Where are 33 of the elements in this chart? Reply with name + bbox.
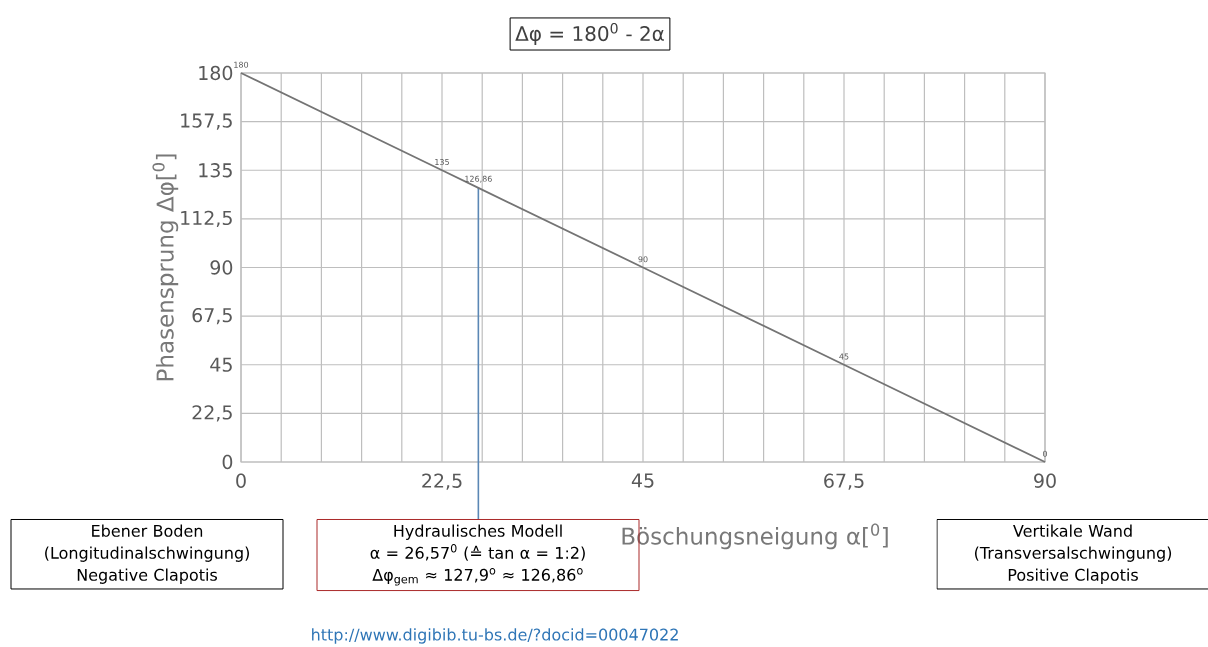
y-tick-label: 67,5 [192, 307, 232, 325]
data-label: 180 [234, 61, 249, 68]
text: Hydraulisches Modell [394, 524, 562, 540]
x-tick-label: 90 [1034, 473, 1056, 488]
y-tick-label: 180 [199, 65, 233, 81]
text: (Transversalschwingung) [974, 546, 1172, 562]
text: (Longitudinalschwingung) [45, 546, 249, 562]
y-tick-label: 45 [210, 357, 232, 372]
data-label: 126,86 [465, 175, 492, 183]
data-label: 0 [1042, 450, 1048, 457]
x-tick-label: 45 [631, 473, 654, 488]
y-tick-label: 157,5 [181, 113, 232, 130]
text: Negative Clapotis [77, 568, 218, 584]
data-label: 135 [435, 158, 449, 166]
x-tick-label: 67,5 [824, 473, 864, 490]
text: α = 26,57$^{0}$ (≙ tan α = 1:2) [370, 544, 585, 561]
y-tick-label: 22,5 [192, 405, 232, 422]
data-label: 45 [839, 353, 849, 360]
x-tick-label: 22,5 [422, 473, 462, 490]
text: Ebener Boden [92, 524, 203, 537]
text: Δφ$_{gem}$ ≈ 127,9$^{o}$ ≈ 126,86$^{o}$ [372, 568, 583, 586]
chart-title: Δφ = 180$^{0}$ - 2α [515, 22, 664, 46]
y-tick-label: 112,5 [181, 210, 232, 228]
text: Vertikale Wand [1013, 524, 1132, 537]
y-axis-title: Phasensprung Δφ[$^{0}$] [152, 154, 179, 381]
x-tick-label: 0 [236, 473, 246, 488]
text: Positive Clapotis [1008, 568, 1138, 584]
line-series [240, 72, 1046, 463]
y-tick-label: 135 [199, 163, 232, 178]
y-tick-label: 90 [210, 260, 233, 275]
y-tick-label: 0 [222, 454, 233, 470]
text: http://www.digibib.tu-bs.de/?docid=00047022 [312, 628, 678, 644]
data-label: 90 [638, 256, 648, 263]
